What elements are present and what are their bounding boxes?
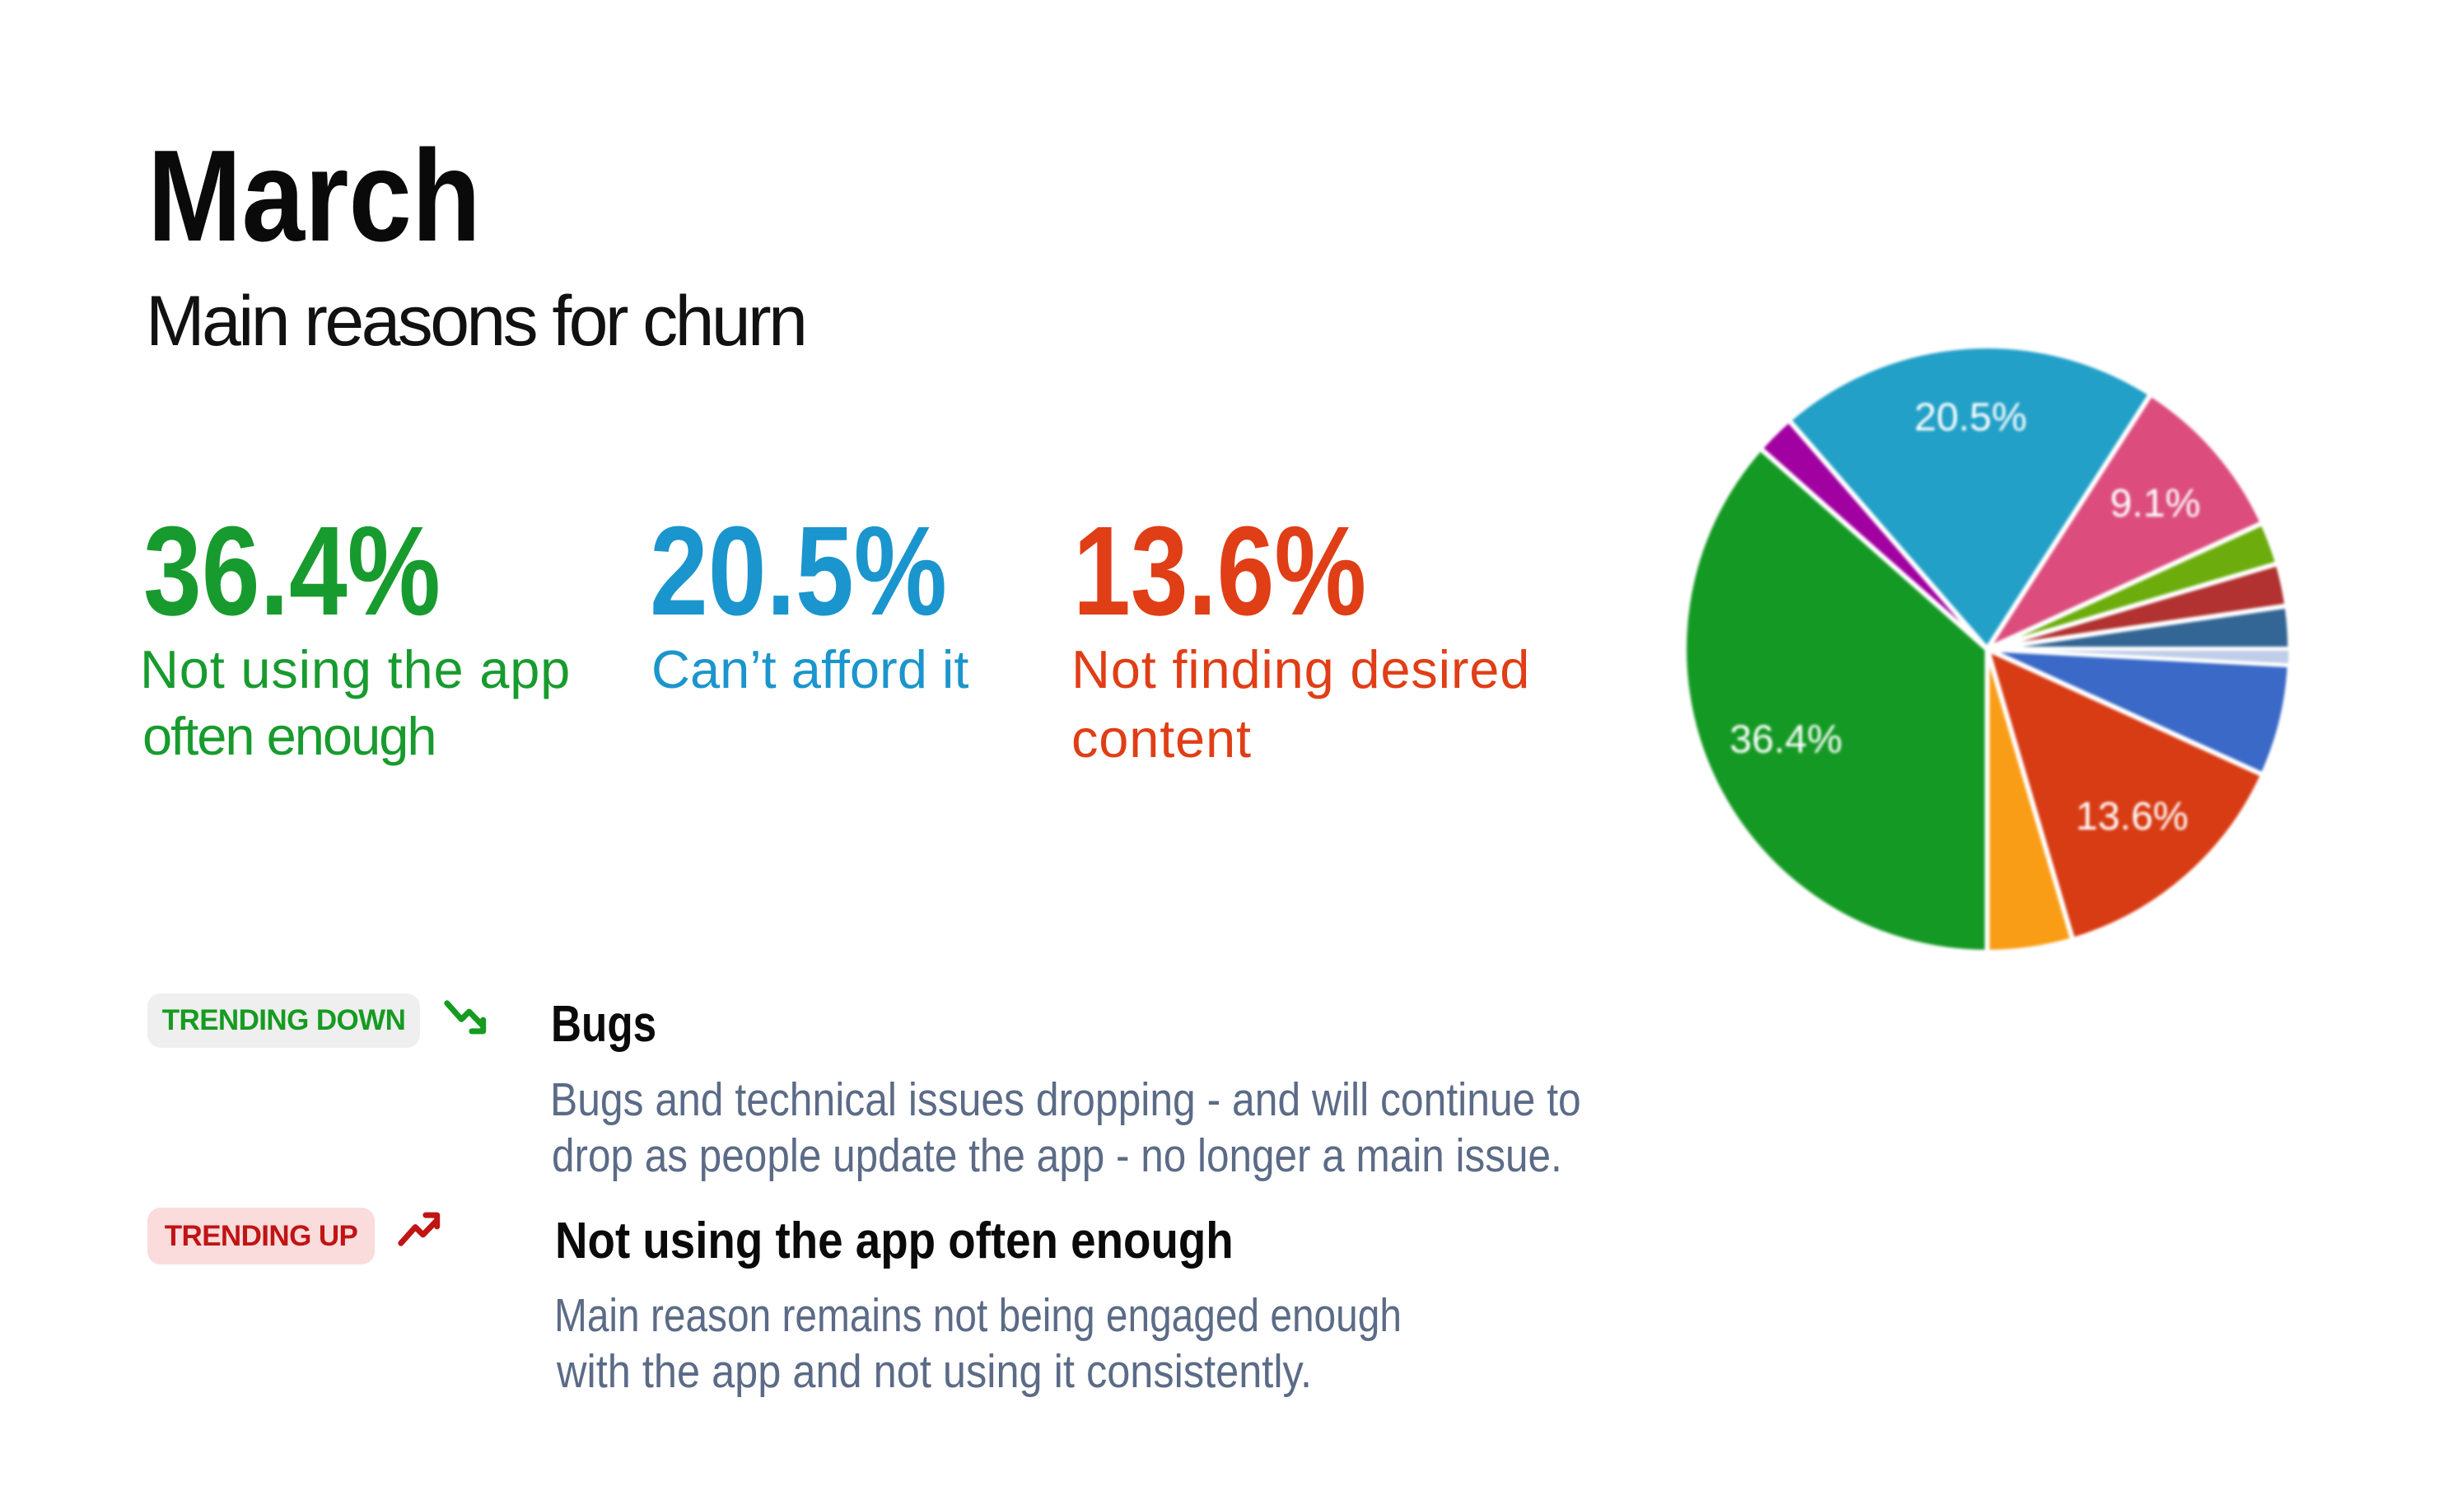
- svg-text:20.5%: 20.5%: [1914, 395, 2027, 440]
- svg-text:13.6%: 13.6%: [2076, 794, 2189, 839]
- svg-text:36.4%: 36.4%: [1729, 717, 1842, 762]
- svg-text:9.1%: 9.1%: [2110, 481, 2200, 526]
